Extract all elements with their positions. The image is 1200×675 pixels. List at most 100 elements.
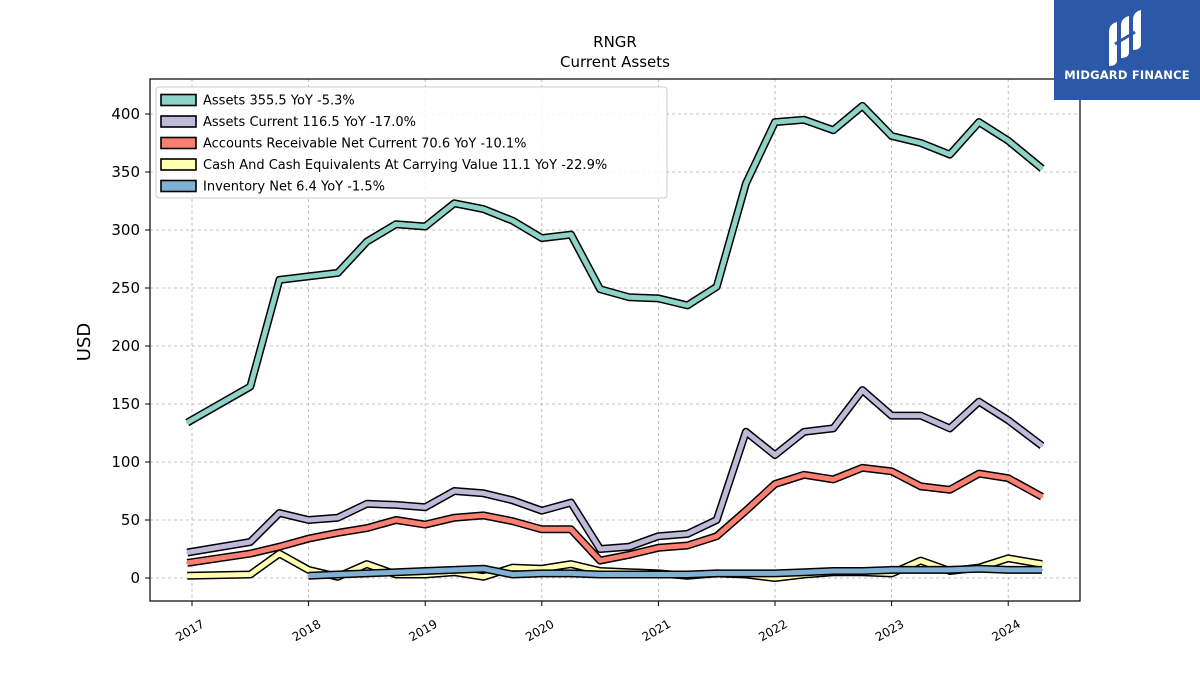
data-point — [1007, 419, 1010, 422]
data-point — [511, 520, 514, 523]
data-point — [569, 233, 573, 236]
data-point — [249, 552, 252, 555]
data-point — [1040, 568, 1044, 572]
legend-label: Cash And Cash Equivalents At Carrying Va… — [203, 158, 607, 173]
data-point — [686, 304, 689, 307]
data-point — [802, 571, 806, 574]
data-point — [394, 571, 398, 574]
data-point — [482, 492, 485, 495]
data-point — [744, 182, 748, 185]
data-point — [1040, 495, 1044, 498]
data-point — [802, 473, 806, 476]
data-point — [453, 489, 456, 493]
series-line — [308, 566, 1042, 579]
data-point — [336, 516, 339, 519]
x-axis: 2017 2018 2019 2020 2021 2022 2023 2024 — [173, 601, 1023, 644]
data-point — [186, 561, 189, 565]
data-point — [773, 120, 777, 124]
data-point — [598, 573, 602, 576]
y-tick-label: 250 — [111, 279, 140, 297]
legend-swatch — [160, 136, 197, 150]
data-point — [802, 430, 806, 433]
data-point — [453, 516, 456, 519]
x-tick-label: 2022 — [756, 617, 789, 644]
data-point — [394, 503, 398, 507]
data-point — [657, 573, 660, 576]
data-point — [249, 573, 252, 576]
data-point — [307, 568, 310, 572]
data-point — [424, 569, 427, 573]
x-tick-label: 2018 — [290, 617, 323, 644]
data-point — [394, 518, 398, 522]
data-point — [628, 296, 631, 299]
data-point — [802, 118, 806, 122]
midgard-logo-icon — [1109, 10, 1141, 66]
x-tick-label: 2024 — [989, 617, 1022, 644]
y-tick-label: 200 — [111, 337, 140, 355]
y-tick-label: 150 — [111, 395, 140, 413]
y-tick-label: 0 — [130, 569, 140, 587]
brand-logo: MIDGARD FINANCE — [1054, 0, 1200, 100]
data-point — [394, 223, 398, 226]
data-point — [919, 414, 922, 417]
data-point — [832, 569, 835, 573]
data-point — [1040, 562, 1044, 566]
data-point — [715, 535, 718, 538]
data-point — [453, 568, 456, 572]
y-tick-label: 400 — [111, 105, 140, 123]
data-point — [511, 573, 514, 576]
legend: Assets 355.5 YoY -5.3% Assets Current 116… — [155, 86, 668, 199]
data-point — [365, 526, 369, 530]
data-point — [278, 545, 281, 548]
chart-title: RNGR — [593, 33, 637, 51]
legend-swatch — [160, 93, 197, 107]
data-point — [540, 236, 543, 240]
data-point — [569, 572, 573, 575]
data-point — [890, 134, 893, 138]
series-1 — [185, 101, 1045, 427]
series-2 — [186, 386, 1045, 557]
data-point — [628, 573, 631, 576]
series-line — [186, 387, 1044, 555]
data-point — [773, 453, 777, 457]
data-point — [890, 568, 893, 572]
data-point — [511, 566, 514, 569]
legend-box — [155, 86, 668, 199]
x-tick-label: 2023 — [873, 617, 906, 644]
data-point — [1007, 139, 1010, 142]
x-tick-label: 2020 — [523, 617, 556, 644]
data-point — [977, 120, 981, 124]
data-point — [307, 518, 310, 522]
data-point — [773, 572, 777, 575]
data-point — [686, 544, 689, 547]
data-point — [511, 499, 514, 502]
y-tick-label: 50 — [121, 511, 140, 529]
data-point — [628, 545, 631, 548]
brand-name: MIDGARD FINANCE — [1064, 68, 1190, 82]
data-point — [715, 572, 718, 575]
data-point — [861, 569, 864, 573]
data-point — [336, 531, 339, 534]
data-point — [482, 575, 485, 578]
data-point — [715, 518, 718, 522]
legend-label: Assets 355.5 YoY -5.3% — [203, 94, 355, 109]
data-point — [861, 104, 864, 108]
data-point — [482, 567, 485, 570]
data-point — [773, 482, 777, 486]
data-point — [890, 470, 893, 473]
data-point — [628, 553, 631, 556]
data-point — [307, 574, 310, 577]
data-point — [1007, 568, 1010, 572]
data-point — [278, 511, 281, 515]
data-point — [832, 129, 835, 132]
y-axis-label: USD — [74, 323, 95, 361]
data-point — [1040, 444, 1044, 447]
data-point — [540, 572, 543, 575]
data-point — [482, 207, 485, 211]
data-point — [336, 573, 339, 576]
series-line — [186, 103, 1044, 425]
data-point — [424, 506, 427, 509]
data-point — [948, 568, 952, 572]
data-point — [598, 559, 602, 562]
data-point — [919, 485, 922, 488]
